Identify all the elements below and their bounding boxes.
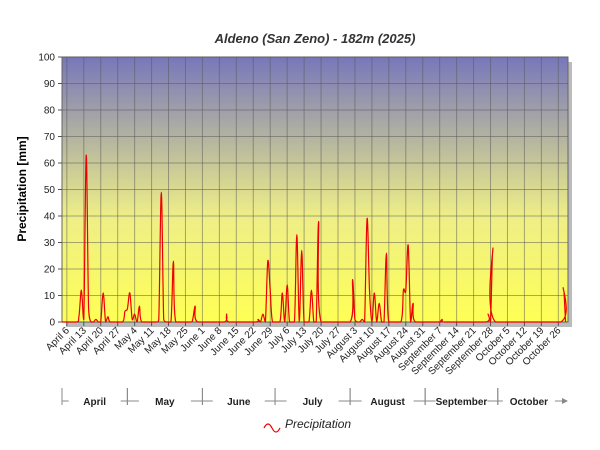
series-line-precipitation xyxy=(62,154,567,323)
month-label-bg xyxy=(68,394,121,408)
month-label-bg xyxy=(361,394,414,408)
y-tick-label: 100 xyxy=(38,53,55,64)
month-label: October xyxy=(510,397,548,408)
legend: Precipitation xyxy=(263,417,351,433)
month-label-bg xyxy=(212,394,265,408)
chart-title: Aldeno (San Zeno) - 182m (2025) xyxy=(214,31,416,46)
month-label-bg xyxy=(502,394,555,408)
legend-label: Precipitation xyxy=(285,417,351,431)
y-tick-label: 80 xyxy=(44,106,56,117)
month-label: August xyxy=(370,397,405,408)
y-axis-ticks: 0 10 20 30 40 50 60 70 80 90 100 xyxy=(38,53,62,329)
y-tick-label: 50 xyxy=(44,185,56,196)
y-tick-label: 10 xyxy=(44,291,56,302)
month-label: July xyxy=(303,397,323,408)
month-label-bg xyxy=(286,394,339,408)
month-axis: April May June July August September October xyxy=(61,388,568,408)
y-tick-label: 70 xyxy=(44,132,56,143)
month-label: September xyxy=(436,397,488,408)
legend-swatch xyxy=(263,423,281,433)
month-label-bg xyxy=(138,394,191,408)
month-label: May xyxy=(155,397,175,408)
month-label: June xyxy=(227,397,251,408)
y-tick-label: 40 xyxy=(44,212,56,223)
month-label-bg xyxy=(435,394,488,408)
y-tick-label: 60 xyxy=(44,159,56,170)
month-axis-arrow xyxy=(562,398,568,404)
y-tick-label: 90 xyxy=(44,79,56,90)
y-tick-label: 30 xyxy=(44,238,56,249)
y-tick-label: 20 xyxy=(44,265,56,276)
y-tick-label: 0 xyxy=(49,318,55,329)
y-axis-label: Precipitation [mm] xyxy=(15,136,29,241)
month-label: April xyxy=(83,397,106,408)
